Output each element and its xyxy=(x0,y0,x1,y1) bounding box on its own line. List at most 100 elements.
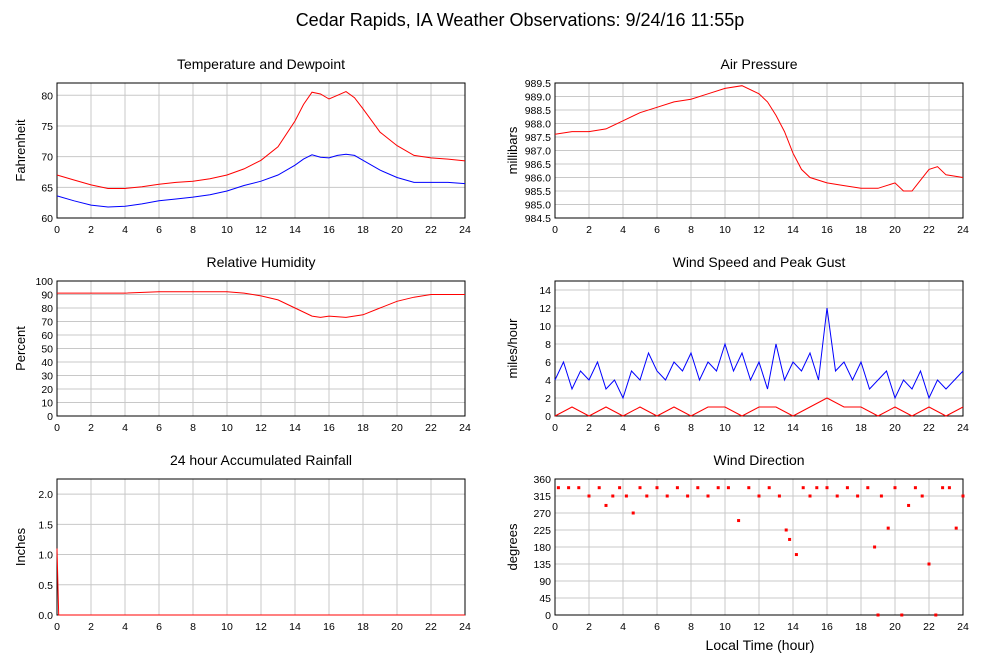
x-tick-label: 20 xyxy=(889,224,901,236)
y-tick-label: 100 xyxy=(35,276,53,288)
x-tick-label: 22 xyxy=(923,224,935,236)
y-tick-label: 90 xyxy=(41,290,53,302)
x-tick-label: 10 xyxy=(221,224,233,236)
data-point xyxy=(866,486,870,490)
y-tick-label: 20 xyxy=(41,384,53,396)
y-tick-label: 180 xyxy=(533,542,551,554)
x-tick-label: 0 xyxy=(552,621,558,633)
plot-frame xyxy=(554,82,964,219)
x-tick-label: 2 xyxy=(88,422,94,434)
data-point xyxy=(815,486,819,490)
x-tick-label: 10 xyxy=(719,224,731,236)
y-tick-label: 135 xyxy=(533,559,551,571)
x-tick-label: 16 xyxy=(323,621,335,633)
y-tick-label: 30 xyxy=(41,371,53,383)
x-tick-label: 0 xyxy=(54,621,60,633)
y-tick-label: 988.0 xyxy=(525,119,551,131)
x-tick-label: 6 xyxy=(156,621,162,633)
x-tick-label: 12 xyxy=(255,621,267,633)
x-tick-label: 10 xyxy=(719,621,731,633)
y-axis-label: miles/hour xyxy=(505,318,520,379)
data-point xyxy=(675,486,679,490)
series-line-red xyxy=(56,91,466,189)
data-point xyxy=(604,503,608,507)
x-tick-label: 20 xyxy=(391,422,403,434)
data-point xyxy=(825,486,829,490)
y-tick-label: 2.0 xyxy=(38,489,53,501)
x-tick-label: 24 xyxy=(957,621,969,633)
plot-frame xyxy=(56,280,466,417)
x-tick-label: 20 xyxy=(889,422,901,434)
x-tick-label: 20 xyxy=(391,621,403,633)
y-tick-label: 0.0 xyxy=(38,610,53,622)
x-tick-label: 4 xyxy=(620,422,626,434)
y-tick-label: 989.5 xyxy=(525,78,551,90)
y-tick-label: 80 xyxy=(41,90,53,102)
y-tick-label: 2 xyxy=(545,393,551,405)
data-point xyxy=(597,486,601,490)
page-title: Cedar Rapids, IA Weather Observations: 9… xyxy=(296,10,745,30)
x-tick-label: 16 xyxy=(323,422,335,434)
y-tick-label: 65 xyxy=(41,182,53,194)
x-tick-label: 20 xyxy=(391,224,403,236)
x-tick-label: 18 xyxy=(855,224,867,236)
y-tick-label: 12 xyxy=(539,303,551,315)
series-line-blue xyxy=(554,307,964,400)
data-point xyxy=(556,486,560,490)
y-tick-label: 986.5 xyxy=(525,159,551,171)
data-point xyxy=(686,494,690,498)
data-point xyxy=(934,613,938,617)
data-point xyxy=(716,486,720,490)
chart-title: Wind Direction xyxy=(713,452,804,468)
y-tick-label: 8 xyxy=(545,339,551,351)
x-tick-label: 14 xyxy=(289,621,301,633)
y-tick-label: 985.5 xyxy=(525,186,551,198)
y-tick-label: 270 xyxy=(533,508,551,520)
data-point xyxy=(577,486,581,490)
y-tick-label: 14 xyxy=(539,285,551,297)
data-point xyxy=(567,486,571,490)
chart-title: 24 hour Accumulated Rainfall xyxy=(170,452,352,468)
x-tick-label: 8 xyxy=(688,224,694,236)
y-tick-label: 40 xyxy=(41,357,53,369)
x-tick-label: 14 xyxy=(289,422,301,434)
data-point xyxy=(726,486,730,490)
data-point xyxy=(618,486,622,490)
y-axis-label: millibars xyxy=(505,126,520,174)
plot-frame xyxy=(56,82,466,219)
y-tick-label: 10 xyxy=(539,321,551,333)
x-tick-label: 6 xyxy=(654,621,660,633)
x-tick-label: 4 xyxy=(620,621,626,633)
y-tick-label: 360 xyxy=(533,474,551,486)
x-tick-label: 4 xyxy=(122,422,128,434)
data-point xyxy=(879,494,883,498)
data-point xyxy=(845,486,849,490)
y-tick-label: 0.5 xyxy=(38,580,53,592)
x-tick-label: 4 xyxy=(122,224,128,236)
data-point xyxy=(587,494,591,498)
x-tick-label: 6 xyxy=(654,422,660,434)
x-tick-label: 0 xyxy=(552,224,558,236)
data-point xyxy=(961,494,965,498)
data-point xyxy=(920,494,924,498)
data-point xyxy=(696,486,700,490)
y-tick-label: 315 xyxy=(533,491,551,503)
x-tick-label: 10 xyxy=(719,422,731,434)
y-tick-label: 50 xyxy=(41,344,53,356)
data-point xyxy=(788,537,792,541)
chart-title: Wind Speed and Peak Gust xyxy=(673,254,846,270)
y-tick-label: 10 xyxy=(41,398,53,410)
y-tick-label: 80 xyxy=(41,303,53,315)
x-tick-label: 2 xyxy=(586,224,592,236)
x-tick-label: 4 xyxy=(620,224,626,236)
data-point xyxy=(873,545,877,549)
x-tick-label: 16 xyxy=(323,224,335,236)
y-tick-label: 6 xyxy=(545,357,551,369)
x-tick-label: 8 xyxy=(190,224,196,236)
y-tick-label: 1.5 xyxy=(38,519,53,531)
data-point xyxy=(886,526,890,530)
